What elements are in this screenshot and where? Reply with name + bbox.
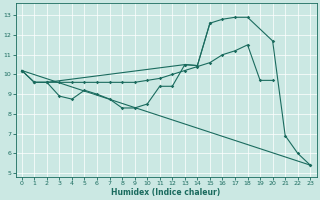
X-axis label: Humidex (Indice chaleur): Humidex (Indice chaleur) <box>111 188 221 197</box>
